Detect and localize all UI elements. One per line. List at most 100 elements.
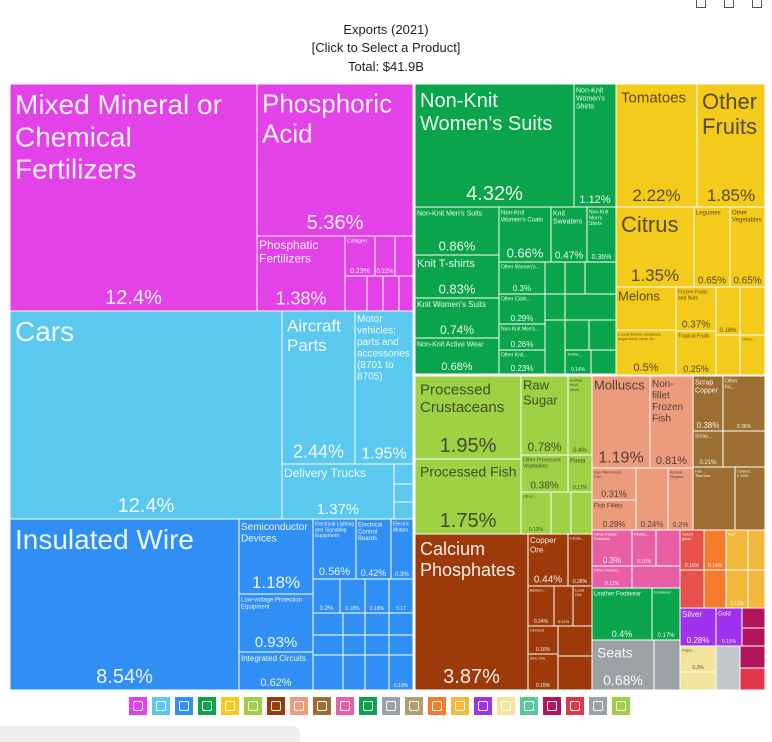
tile-textiles-s10[interactable] bbox=[590, 349, 617, 375]
tile-rect[interactable] bbox=[414, 458, 522, 535]
tile-cars[interactable]: Cars 12.4% bbox=[9, 310, 283, 520]
tile-gold[interactable]: Gold 0.15% bbox=[715, 607, 743, 647]
tile-rect[interactable] bbox=[388, 634, 414, 656]
tile-rect[interactable] bbox=[591, 639, 655, 691]
tile-rect[interactable] bbox=[550, 491, 572, 535]
tile-rect[interactable] bbox=[739, 286, 766, 336]
tile-rect[interactable] bbox=[584, 261, 617, 295]
tile-rect[interactable] bbox=[364, 654, 390, 691]
tile-rect[interactable] bbox=[679, 671, 717, 691]
tile-machines-small-10[interactable] bbox=[312, 634, 344, 656]
tile-art-7[interactable]: 0.11% bbox=[725, 569, 749, 609]
tile-mineral-s2[interactable] bbox=[557, 655, 593, 691]
tile-rect[interactable] bbox=[498, 349, 546, 375]
image-download-icon[interactable] bbox=[724, 0, 734, 8]
tile-rect[interactable] bbox=[281, 310, 356, 465]
category-animal-vegetable-oils-button[interactable] bbox=[518, 695, 540, 717]
tile-textiles-s2[interactable] bbox=[564, 261, 586, 295]
tile-textiles-s6[interactable] bbox=[544, 319, 566, 375]
tile-chemical-small-4[interactable] bbox=[344, 275, 368, 312]
category-footwear-button[interactable] bbox=[357, 695, 379, 717]
tile-rect[interactable] bbox=[498, 293, 546, 325]
tile-textiles-0-29[interactable]: Other Cloth... 0.29% bbox=[498, 293, 546, 325]
tile-art-6[interactable] bbox=[703, 569, 727, 609]
tile-plastics-3[interactable] bbox=[655, 529, 681, 567]
tile-misc-1[interactable] bbox=[653, 639, 681, 691]
tile-art-3[interactable]: Knit... bbox=[725, 529, 749, 571]
tile-rect[interactable] bbox=[591, 499, 637, 531]
tile-mineral-3[interactable]: Barium... 0.24% bbox=[527, 585, 555, 627]
tile-rect[interactable] bbox=[715, 607, 743, 647]
tile-rect[interactable] bbox=[615, 329, 677, 376]
tile-rect[interactable] bbox=[564, 319, 590, 351]
tile-misc-3[interactable] bbox=[739, 645, 766, 669]
category-transportation-button[interactable] bbox=[150, 695, 172, 717]
tile-machines-small-15[interactable] bbox=[342, 654, 366, 691]
tile-art-8[interactable] bbox=[747, 569, 766, 609]
tile-machines-small-6[interactable] bbox=[312, 612, 344, 636]
tile-rect[interactable] bbox=[715, 334, 741, 376]
tile-chemical-small-3[interactable] bbox=[394, 235, 414, 277]
tile-rect[interactable] bbox=[364, 634, 390, 656]
share-icon[interactable] bbox=[752, 0, 762, 8]
category-precious-metals-button[interactable] bbox=[472, 695, 494, 717]
tile-rect[interactable] bbox=[256, 83, 414, 237]
category-vegetable-products-button[interactable] bbox=[219, 695, 241, 717]
tile-rect[interactable] bbox=[364, 578, 390, 614]
tile-rect[interactable] bbox=[739, 645, 766, 669]
tile-art-4[interactable] bbox=[747, 529, 766, 571]
tile-paper-2[interactable] bbox=[679, 671, 717, 691]
tile-rect[interactable] bbox=[692, 466, 736, 531]
tile-rect[interactable] bbox=[312, 654, 344, 691]
tile-rect[interactable] bbox=[631, 565, 681, 589]
tile-plastics-4[interactable]: Other Rubber... 0.12% bbox=[591, 565, 633, 589]
category-arts-antiques-button[interactable] bbox=[564, 695, 586, 717]
tile-machines-small-16[interactable] bbox=[364, 654, 390, 691]
category-paper-goods-button[interactable] bbox=[495, 695, 517, 717]
tile-machines-small-5[interactable]: 0.17 bbox=[388, 578, 414, 614]
tile-rect[interactable] bbox=[649, 375, 694, 469]
tile-zinc-ore[interactable]: Zinc Ore 0.15% bbox=[527, 653, 559, 691]
tile-textiles-s4[interactable] bbox=[544, 293, 566, 321]
category-machines-button[interactable] bbox=[173, 695, 195, 717]
tile-rect[interactable] bbox=[393, 483, 414, 503]
tile-rect[interactable] bbox=[414, 254, 500, 299]
tile-rect[interactable] bbox=[564, 349, 592, 375]
tile-food-s3[interactable] bbox=[570, 491, 593, 535]
tile-chemical-small-2[interactable]: 0.22% bbox=[374, 235, 396, 277]
tile-rect[interactable] bbox=[655, 529, 681, 567]
tile-cement[interactable]: Cement 0.16% bbox=[527, 625, 559, 655]
category-weapons-button[interactable] bbox=[449, 695, 471, 717]
tile-tomatoes[interactable]: Tomatoes 2.22% bbox=[615, 83, 698, 208]
tile-rect[interactable] bbox=[398, 275, 414, 312]
tile-chemical-small-6[interactable] bbox=[382, 275, 400, 312]
tile-plastics-2[interactable]: Plastic... 0.15% bbox=[631, 529, 657, 567]
tile-legumes[interactable]: Legumes 0.65% bbox=[693, 206, 731, 288]
tile-machines-small-13[interactable] bbox=[388, 634, 414, 656]
tile-rect[interactable] bbox=[366, 275, 384, 312]
tile-rect[interactable] bbox=[739, 334, 766, 376]
tile-chemical-small-5[interactable] bbox=[366, 275, 384, 312]
tile-rect[interactable] bbox=[498, 323, 546, 351]
tile-metals-3[interactable] bbox=[722, 430, 766, 468]
tile-rect[interactable] bbox=[544, 319, 566, 375]
tile-rect[interactable] bbox=[747, 529, 766, 571]
tile-textiles-0-3[interactable]: Other Women's... 0.3% bbox=[498, 261, 546, 295]
tile-precious-s2[interactable] bbox=[741, 627, 766, 647]
tile-rect[interactable] bbox=[9, 310, 283, 520]
tile-rect[interactable] bbox=[741, 607, 766, 629]
